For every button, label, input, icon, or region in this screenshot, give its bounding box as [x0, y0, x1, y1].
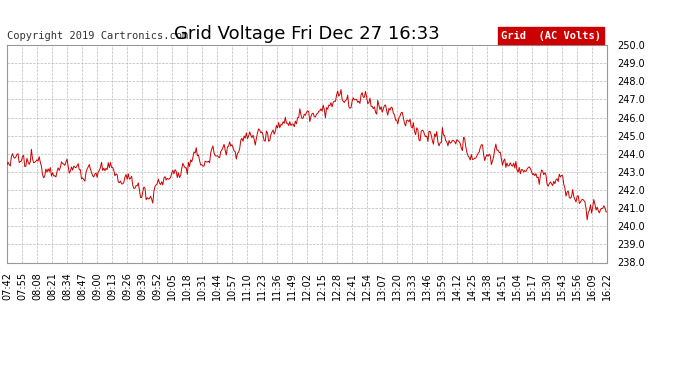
Text: Copyright 2019 Cartronics.com: Copyright 2019 Cartronics.com	[7, 31, 188, 40]
Text: Grid  (AC Volts): Grid (AC Volts)	[501, 31, 601, 40]
Title: Grid Voltage Fri Dec 27 16:33: Grid Voltage Fri Dec 27 16:33	[174, 26, 440, 44]
